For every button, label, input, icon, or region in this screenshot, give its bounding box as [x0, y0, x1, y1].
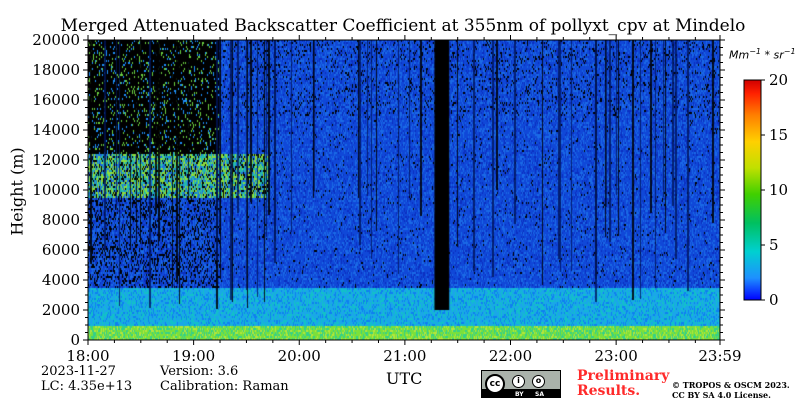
cc-by-label: BY [515, 391, 524, 398]
cc-license-icon: cc i o BY SA [481, 370, 561, 398]
y-tick-label: 6000 [42, 241, 80, 259]
cc-logo-icon: cc [485, 374, 505, 394]
share-alike-icon: o [532, 375, 545, 388]
colorbar-units-label: Mm−1 * sr−1 [729, 47, 796, 62]
calibration-label: Calibration: Raman [160, 379, 289, 394]
cc-badge-bar [482, 389, 560, 397]
results-label: Results. [577, 383, 641, 399]
chart-title: Merged Attenuated Backscatter Coefficien… [60, 16, 746, 36]
version-label: Version: 3.6 [160, 364, 239, 379]
x-tick-label: 20:00 [278, 347, 321, 365]
heatmap-image [88, 40, 720, 340]
colorbar-tick-label: 0 [769, 291, 779, 309]
attribution-icon: i [512, 375, 525, 388]
colorbar: 0 5 10 15 20 [743, 71, 788, 309]
axes: 0 2000 4000 6000 8000 10000 12000 14000 16000 180… [32, 31, 741, 365]
y-tick-label: 18000 [32, 61, 80, 79]
y-tick-label: 0 [70, 331, 80, 349]
units-base: Mm [729, 48, 750, 62]
y-tick-label: 12000 [32, 151, 80, 169]
x-axis-label: UTC [386, 369, 423, 388]
colorbar-tick-label: 5 [769, 236, 779, 254]
date-label: 2023-11-27 [41, 364, 116, 379]
lidar-constant-label: LC: 4.35e+13 [41, 379, 133, 394]
license-label: CC BY SA 4.0 License. [672, 390, 771, 400]
units-exp-2: −1 [783, 47, 796, 56]
units-exp-1: −1 [749, 47, 762, 56]
x-tick-label: 23:00 [595, 347, 638, 365]
heatmap-area [88, 40, 720, 340]
y-tick-label: 10000 [32, 181, 80, 199]
x-tick-label: 18:00 [66, 347, 109, 365]
colorbar-tick-label: 15 [769, 126, 788, 144]
y-tick-label: 20000 [32, 31, 80, 49]
y-tick-label: 2000 [42, 301, 80, 319]
cc-sa-label: SA [535, 391, 544, 398]
x-tick-label: 22:00 [489, 347, 532, 365]
units-mid: * sr [761, 48, 784, 62]
y-tick-label: 14000 [32, 121, 80, 139]
x-tick-label: 23:59 [698, 347, 741, 365]
colorbar-tick-label: 10 [769, 181, 788, 199]
y-tick-label: 16000 [32, 91, 80, 109]
y-axis-label: Height (m) [7, 147, 27, 236]
x-tick-label: 21:00 [383, 347, 426, 365]
y-tick-label: 4000 [42, 271, 80, 289]
copyright-label: © TROPOS & OSCM 2023. [672, 380, 790, 390]
y-tick-label: 8000 [42, 211, 80, 229]
preliminary-label: Preliminary [577, 368, 670, 384]
x-tick-label: 19:00 [172, 347, 215, 365]
colorbar-gradient [743, 79, 762, 301]
colorbar-tick-label: 20 [769, 71, 788, 89]
